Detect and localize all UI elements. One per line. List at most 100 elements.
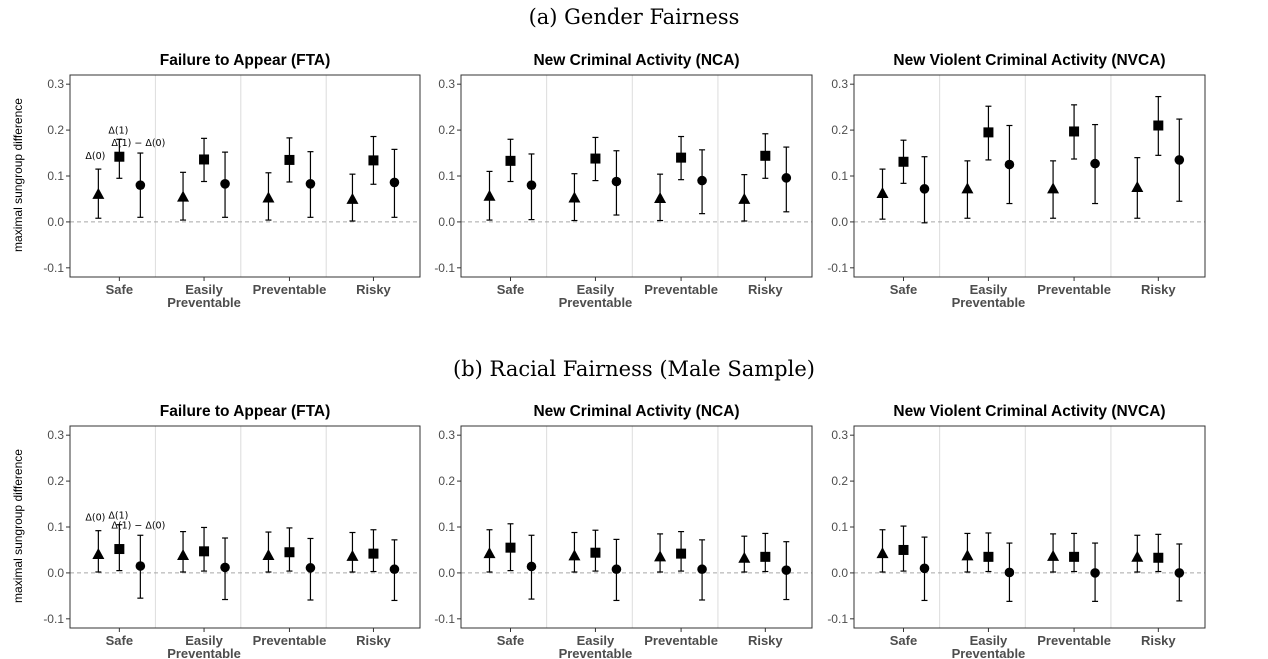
y-tick-label: 0.0 <box>47 215 64 229</box>
triangle-point <box>262 548 275 560</box>
x-tick-label: Easily Preventable <box>952 633 1026 659</box>
square-point <box>1153 552 1164 563</box>
square-point <box>1069 126 1080 137</box>
y-tick-label: 0.1 <box>438 520 455 534</box>
plot-border <box>853 425 1206 629</box>
y-tick-label: 0.1 <box>438 169 455 183</box>
circle-point <box>919 563 930 574</box>
square-point <box>505 542 516 553</box>
x-tick-label: Safe <box>497 282 524 297</box>
x-tick-label: Safe <box>890 282 917 297</box>
square-point <box>368 548 379 559</box>
x-tick-label: Risky <box>1141 633 1176 648</box>
annotation-delta0: Δ(0) <box>85 513 105 524</box>
triangle-point <box>92 187 105 199</box>
triangle-point <box>876 547 889 559</box>
annotation-delta-diff: Δ(1) − Δ(0) <box>111 520 165 531</box>
x-tick-label: Preventable <box>253 282 327 297</box>
square-point <box>284 154 295 165</box>
square-point <box>1153 120 1164 131</box>
plot-border <box>853 74 1206 278</box>
chart-panel: New Criminal Activity (NCA) -0.1 0.0 0.1 0.2… <box>434 403 813 659</box>
x-tick-label: Easily Preventable <box>952 282 1026 310</box>
circle-point <box>1174 155 1185 165</box>
panel-title: Failure to Appear (FTA) <box>160 52 331 69</box>
x-tick-label: Preventable <box>1037 282 1111 297</box>
square-point <box>114 544 125 555</box>
annotation-delta1: Δ(1) <box>108 511 128 522</box>
x-tick-label: Risky <box>748 633 783 648</box>
y-tick-label: 0.0 <box>47 566 64 580</box>
x-tick-label: Safe <box>890 633 917 648</box>
y-tick-label: 0.2 <box>47 123 64 137</box>
y-tick-label: -0.1 <box>827 261 848 275</box>
y-tick-label: -0.1 <box>43 261 64 275</box>
y-tick-label: 0.3 <box>831 428 848 442</box>
chart-panel: Failure to Appear (FTA) -0.1 0.0 0.1 0.2 0.3 S… <box>43 403 421 659</box>
panel-title: New Criminal Activity (NCA) <box>533 52 739 69</box>
triangle-point <box>654 191 667 203</box>
circle-point <box>1090 568 1100 578</box>
y-tick-label: 0.3 <box>438 428 455 442</box>
y-axis-label-a: maximal sungroup difference <box>11 98 25 252</box>
circle-point <box>526 180 537 190</box>
chart-panel: Failure to Appear (FTA) -0.1 0.0 0.1 0.2 0.3 S… <box>43 52 421 310</box>
circle-point <box>611 176 622 187</box>
triangle-point <box>177 548 190 560</box>
annotation-delta1: Δ(1) <box>108 125 128 136</box>
square-point <box>114 151 125 162</box>
x-tick-label: Preventable <box>253 633 327 648</box>
circle-point <box>135 180 146 190</box>
circle-point <box>135 561 146 571</box>
square-point <box>590 547 601 558</box>
x-tick-label: Safe <box>106 282 133 297</box>
x-tick-label: Safe <box>497 633 524 648</box>
triangle-point <box>483 189 496 201</box>
triangle-point <box>1131 550 1144 562</box>
annotation-delta0: Δ(0) <box>85 151 105 162</box>
circle-point <box>220 562 230 573</box>
x-tick-label: Easily Preventable <box>559 633 633 659</box>
y-tick-label: 0.2 <box>831 123 848 137</box>
circle-point <box>781 173 792 183</box>
y-tick-label: 0.0 <box>831 215 848 229</box>
square-point <box>1069 551 1080 562</box>
section-title-b: (b) Racial Fairness (Male Sample) <box>453 357 815 381</box>
y-tick-label: 0.1 <box>47 520 64 534</box>
circle-point <box>697 564 707 575</box>
x-tick-label: Easily Preventable <box>167 282 241 310</box>
triangle-point <box>1131 180 1144 192</box>
y-tick-label: 0.3 <box>438 77 455 91</box>
square-point <box>898 156 909 167</box>
triangle-point <box>92 548 105 560</box>
y-tick-label: -0.1 <box>827 612 848 626</box>
y-tick-label: 0.3 <box>47 428 64 442</box>
square-point <box>199 546 210 557</box>
y-tick-label: 0.1 <box>47 169 64 183</box>
square-point <box>284 547 295 558</box>
y-tick-label: 0.2 <box>438 123 455 137</box>
triangle-point <box>1047 549 1060 561</box>
y-tick-label: 0.2 <box>438 474 455 488</box>
y-axis-label-b: maximal sungroup difference <box>11 449 25 603</box>
circle-point <box>526 561 537 572</box>
square-point <box>676 548 687 559</box>
triangle-point <box>961 182 974 194</box>
circle-point <box>781 565 792 575</box>
square-point <box>199 154 210 165</box>
square-point <box>676 152 687 163</box>
triangle-point <box>876 186 889 198</box>
circle-point <box>305 563 316 573</box>
section-title-a: (a) Gender Fairness <box>529 5 740 29</box>
square-point <box>505 155 516 166</box>
triangle-point <box>483 547 496 559</box>
x-tick-label: Easily Preventable <box>167 633 241 659</box>
x-tick-label: Preventable <box>644 633 718 648</box>
circle-point <box>697 175 707 186</box>
chart-panel: New Criminal Activity (NCA) -0.1 0.0 0.1 0.2… <box>434 52 813 310</box>
square-point <box>590 153 601 164</box>
y-tick-label: 0.2 <box>831 474 848 488</box>
triangle-point <box>961 549 974 561</box>
y-tick-label: -0.1 <box>434 261 455 275</box>
plot-border <box>69 74 421 278</box>
